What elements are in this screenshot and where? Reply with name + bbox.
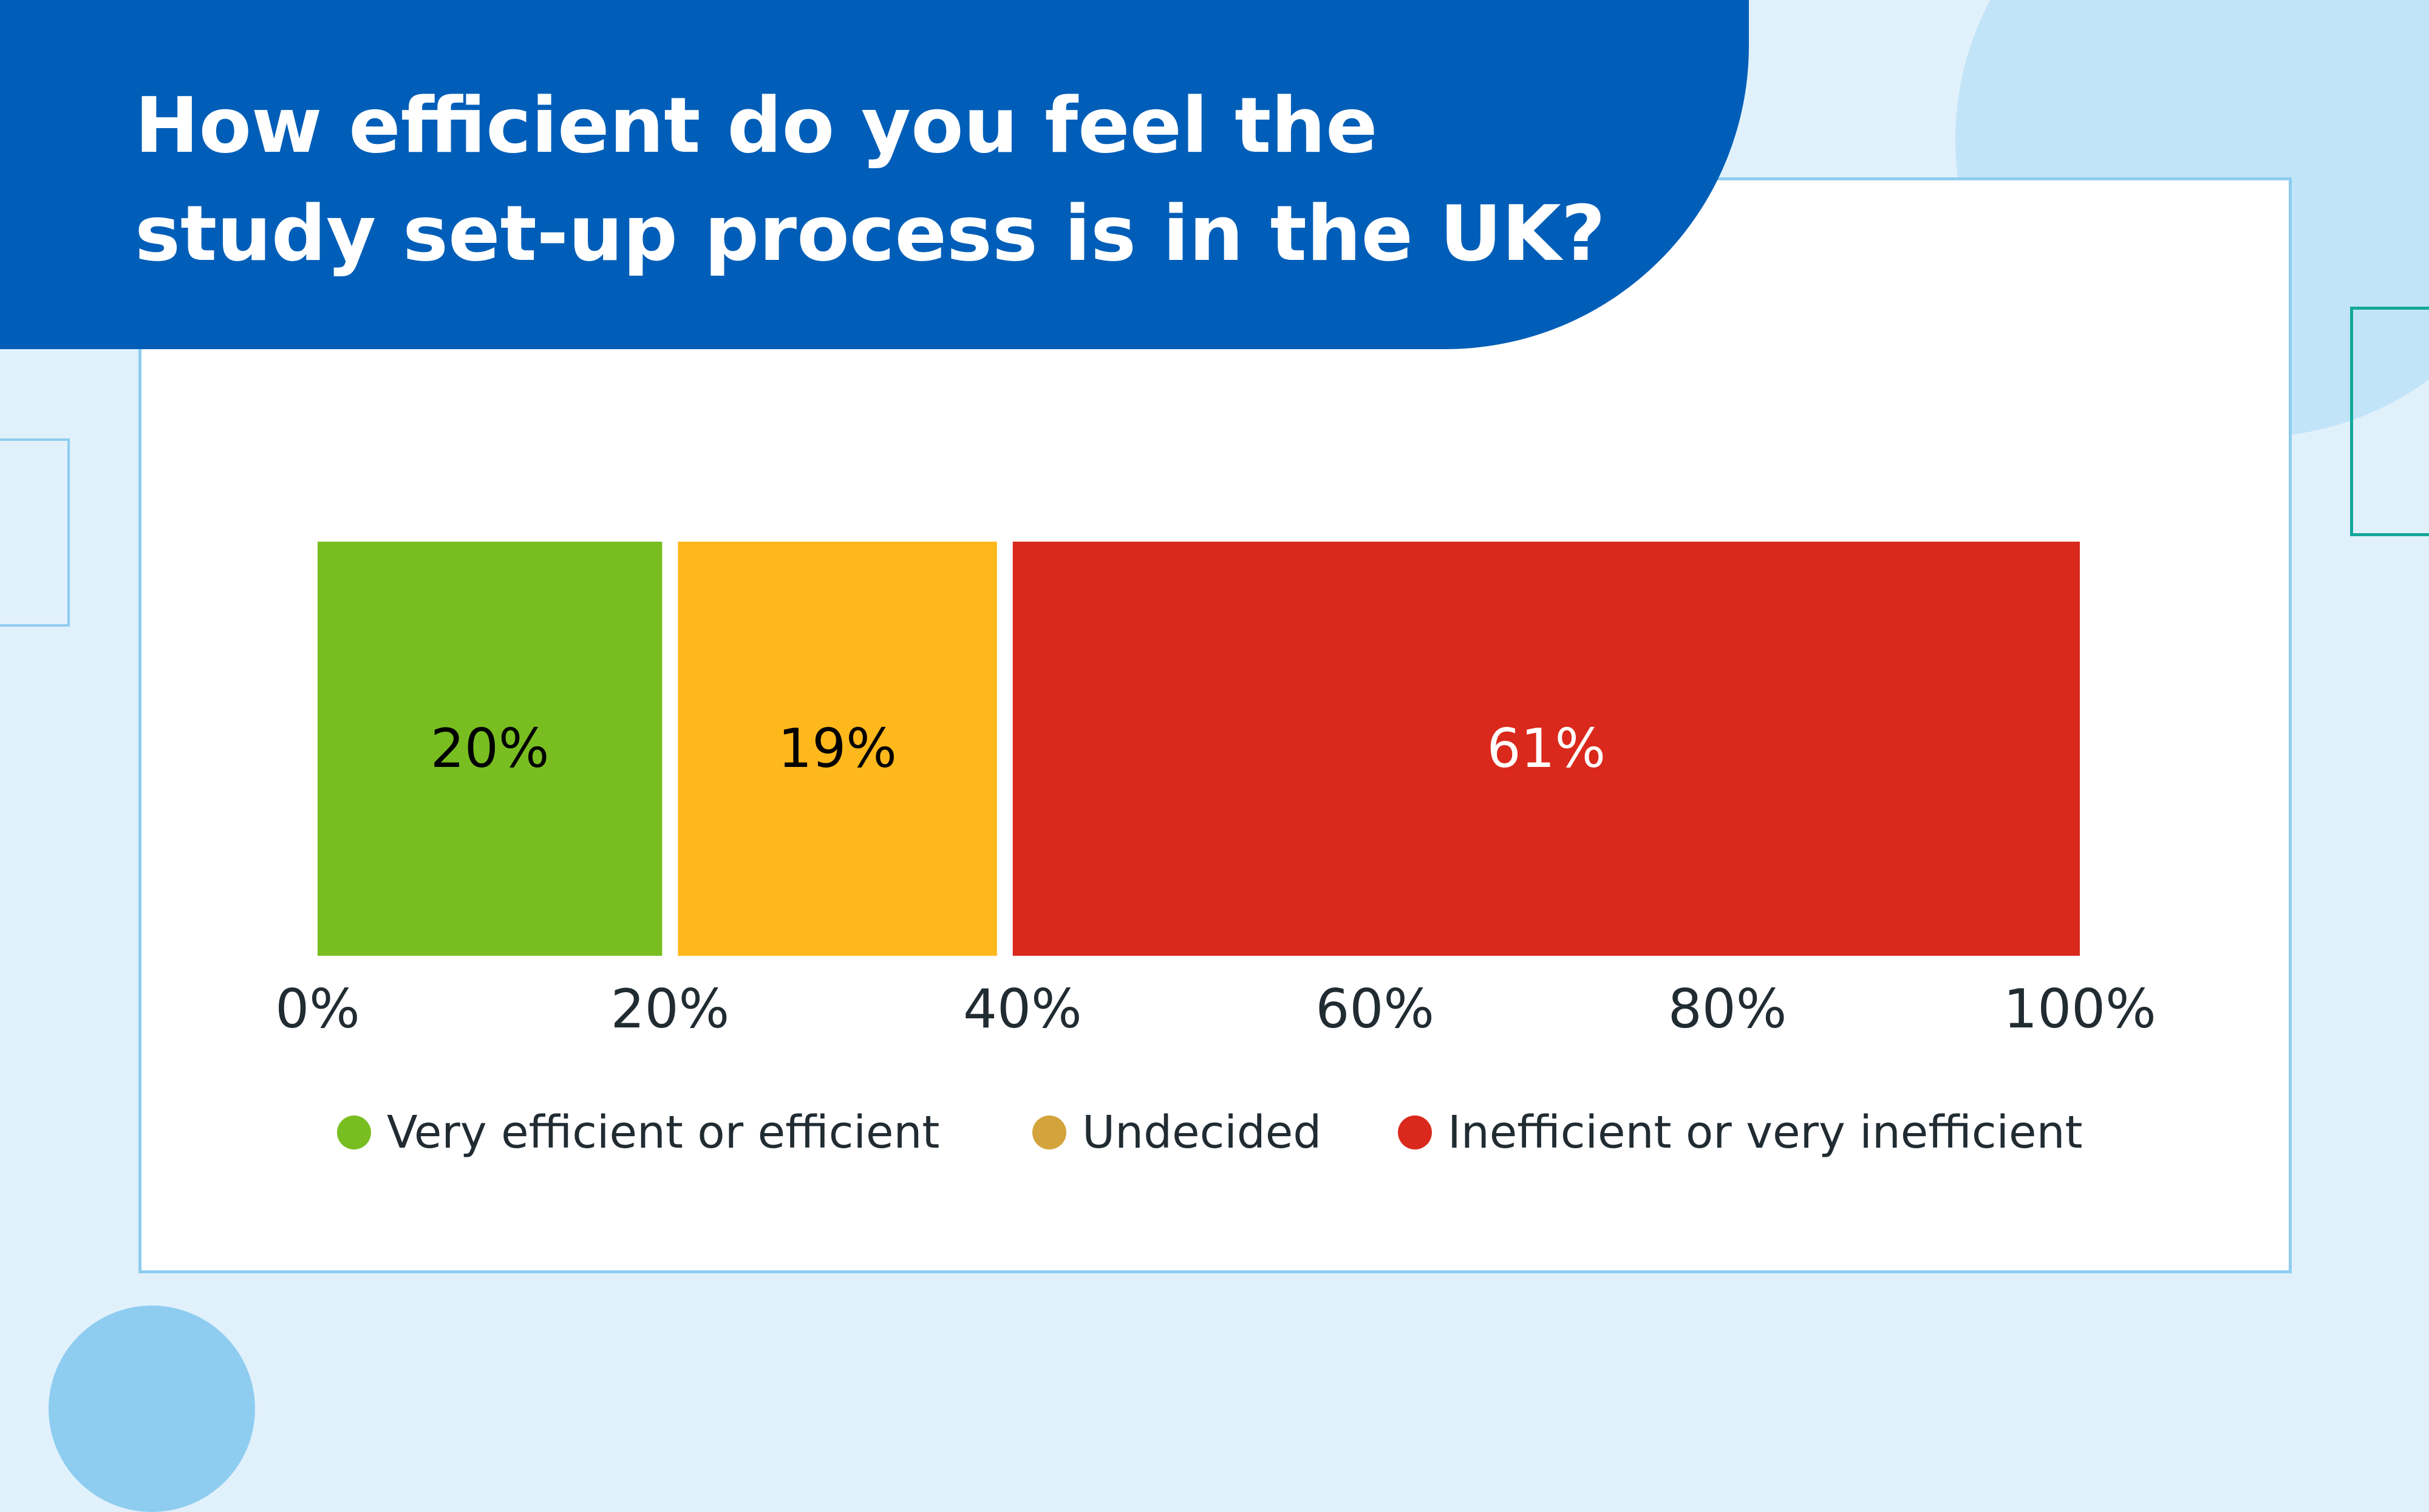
x-tick-label: 40% [963, 978, 1082, 1040]
legend-item-3: Inefficient or very inefficient [1398, 1106, 2083, 1159]
title-banner: How efficient do you feel the study set-… [0, 0, 1749, 349]
chart-legend: Very efficient or efficient Undecided Inef… [0, 1106, 2429, 1167]
decorative-outline-box [0, 438, 70, 627]
bar-segment-1 [318, 542, 663, 956]
x-tick-label: 0% [275, 978, 360, 1040]
legend-swatch [1032, 1115, 1066, 1149]
stacked-bar-chart: 20% 19% 61% 0% 20% 40% 60% 80% 100% [275, 542, 2156, 1040]
legend-label: Undecided [1082, 1106, 1322, 1159]
chart-title-line-1: How efficient do you feel the [135, 81, 1378, 170]
legend-swatch [1398, 1115, 1432, 1149]
data-label-3: 61% [1487, 717, 1606, 780]
decorative-outline-box [2350, 307, 2429, 536]
legend-item-1: Very efficient or efficient [337, 1106, 939, 1159]
chart-title-line-2: study set-up process is in the UK? [135, 189, 1606, 278]
x-tick-label: 60% [1315, 978, 1434, 1040]
x-tick-label: 20% [611, 978, 730, 1040]
chart-title: How efficient do you feel the study set-… [135, 72, 1653, 288]
bar-segment-3 [1012, 542, 2080, 956]
data-label-1: 20% [431, 717, 550, 780]
legend-label: Inefficient or very inefficient [1448, 1106, 2083, 1159]
x-tick-label: 80% [1668, 978, 1787, 1040]
legend-item-2: Undecided [1032, 1106, 1321, 1159]
legend-swatch [337, 1115, 371, 1149]
data-label-2: 19% [778, 717, 897, 780]
x-tick-label: 100% [2003, 978, 2156, 1040]
bar-segment-2 [678, 542, 997, 956]
legend-label: Very efficient or efficient [387, 1106, 940, 1159]
